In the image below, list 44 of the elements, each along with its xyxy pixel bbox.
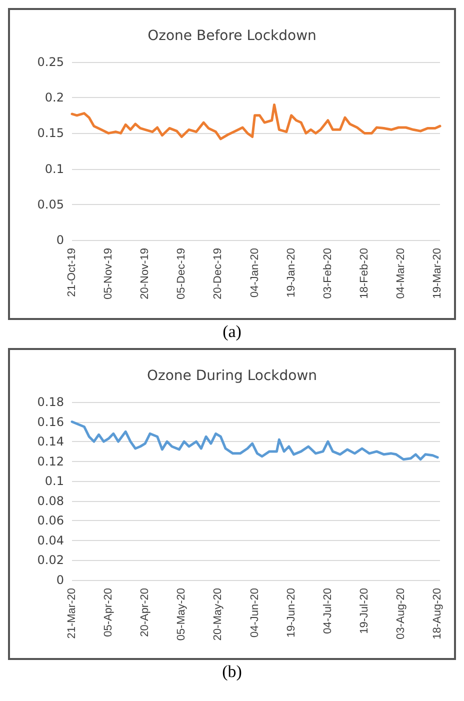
- y-tick-label: 0.08: [37, 494, 64, 508]
- x-tick-label: 19-Jun-20: [285, 588, 298, 638]
- x-tick-label: 18-Feb-20: [358, 248, 370, 299]
- x-tick-label: 03-Feb-20: [322, 248, 334, 299]
- x-tick-label: 20-Apr-20: [139, 588, 152, 637]
- chart-title: Ozone Before Lockdown: [148, 28, 316, 44]
- x-tick-label: 21-Mar-20: [66, 588, 78, 639]
- x-tick-label: 04-Jun-20: [248, 588, 261, 638]
- x-tick-label: 18-Aug-20: [432, 588, 444, 640]
- x-tick-label: 21-Oct-19: [66, 248, 78, 297]
- x-tick-label: 04-Mar-20: [395, 248, 408, 299]
- y-tick-label: 0.12: [37, 454, 64, 468]
- x-tick-label: 20-Nov-19: [139, 248, 152, 300]
- y-tick-label: 0.02: [37, 553, 64, 568]
- y-tick-label: 0.18: [37, 395, 64, 409]
- y-tick-label: 0.04: [37, 533, 64, 548]
- x-tick-label: 19-Mar-20: [432, 248, 444, 299]
- x-tick-label: 20-Dec-19: [212, 248, 224, 300]
- y-tick-label: 0.16: [37, 414, 64, 429]
- y-tick-label: 0.14: [37, 434, 64, 449]
- text: (a): [222, 322, 242, 342]
- x-tick-label: 19-Jan-20: [285, 248, 298, 298]
- x-tick-label: 20-May-20: [212, 588, 224, 641]
- y-tick-label: 0.05: [37, 197, 64, 212]
- x-tick-label: 05-Apr-20: [102, 588, 115, 637]
- x-tick-label: 05-Nov-19: [102, 248, 115, 300]
- y-tick-label: 0.1: [44, 474, 64, 488]
- x-tick-label: 04-Jan-20: [248, 248, 261, 298]
- y-tick-label: 0.1: [44, 162, 64, 176]
- x-tick-label: 04-Jul-20: [322, 588, 334, 634]
- y-tick-label: 0.25: [37, 55, 64, 69]
- chart-title: Ozone During Lockdown: [146, 368, 318, 384]
- line-series: [70, 103, 442, 140]
- x-tick-label: 03-Aug-20: [395, 588, 408, 640]
- y-tick-label: 0.06: [37, 514, 64, 528]
- line-series: [70, 420, 439, 461]
- y-tick-label: 0.2: [44, 90, 64, 105]
- y-tick-label: 0.15: [37, 126, 64, 140]
- y-tick-label: 0: [56, 573, 64, 587]
- x-tick-label: 05-May-20: [176, 588, 188, 641]
- y-tick-label: 0: [56, 233, 64, 247]
- x-tick-label: 19-Jul-20: [358, 588, 370, 634]
- x-tick-label: 05-Dec-19: [176, 248, 188, 300]
- text: (b): [221, 662, 243, 682]
